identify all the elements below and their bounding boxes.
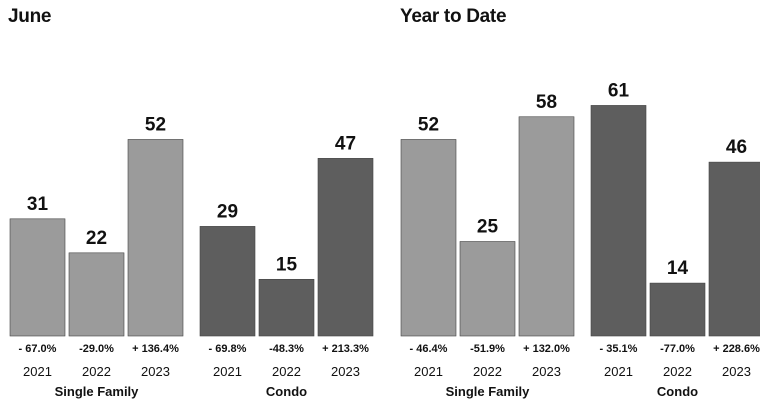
change-label: - 46.4%: [410, 343, 448, 355]
year-tick-label: 2021: [414, 364, 443, 379]
bar-value-label: 14: [667, 258, 689, 279]
bar: [459, 241, 516, 337]
bar-value-label: 31: [27, 194, 49, 215]
bar: [518, 116, 575, 337]
bar-value-label: 58: [536, 92, 557, 113]
bar-value-label: 52: [145, 114, 166, 135]
group-label: Condo: [266, 384, 307, 399]
bar: [68, 252, 125, 337]
change-label: -77.0%: [660, 343, 695, 355]
change-label: - 67.0%: [19, 343, 57, 355]
ytd-title: Year to Date: [400, 6, 507, 27]
bar: [127, 139, 184, 337]
bar: [9, 218, 66, 337]
year-tick-label: 2021: [604, 364, 633, 379]
year-tick-label: 2022: [663, 364, 692, 379]
group-label: Condo: [657, 384, 698, 399]
bar: [649, 282, 706, 337]
year-tick-label: 2022: [473, 364, 502, 379]
change-label: + 136.4%: [132, 343, 179, 355]
bar: [317, 158, 374, 337]
year-tick-label: 2023: [141, 364, 170, 379]
bar-value-label: 25: [477, 217, 499, 238]
year-tick-label: 2023: [532, 364, 561, 379]
change-label: + 228.6%: [713, 343, 760, 355]
bar-value-label: 61: [608, 80, 630, 101]
change-label: -48.3%: [269, 343, 304, 355]
change-label: -51.9%: [470, 343, 505, 355]
june-title: June: [8, 6, 52, 27]
change-label: + 132.0%: [523, 343, 570, 355]
year-tick-label: 2022: [82, 364, 111, 379]
change-label: + 213.3%: [322, 343, 369, 355]
bar: [708, 161, 760, 337]
group-label: Single Family: [446, 384, 531, 399]
bar: [400, 139, 457, 337]
bar-value-label: 15: [276, 254, 298, 275]
bar-value-label: 52: [418, 114, 439, 135]
year-tick-label: 2023: [722, 364, 751, 379]
bar-value-label: 29: [217, 201, 238, 222]
group-label: Single Family: [55, 384, 140, 399]
year-tick-label: 2022: [272, 364, 301, 379]
year-tick-label: 2021: [23, 364, 52, 379]
bar: [199, 226, 256, 337]
bar-value-label: 47: [335, 133, 356, 154]
bar-value-label: 22: [86, 228, 107, 249]
bar: [590, 105, 647, 337]
change-label: - 69.8%: [209, 343, 247, 355]
year-tick-label: 2023: [331, 364, 360, 379]
change-label: - 35.1%: [600, 343, 638, 355]
bar-value-label: 46: [726, 137, 747, 158]
change-label: -29.0%: [79, 343, 114, 355]
bar: [258, 278, 315, 337]
year-tick-label: 2021: [213, 364, 242, 379]
